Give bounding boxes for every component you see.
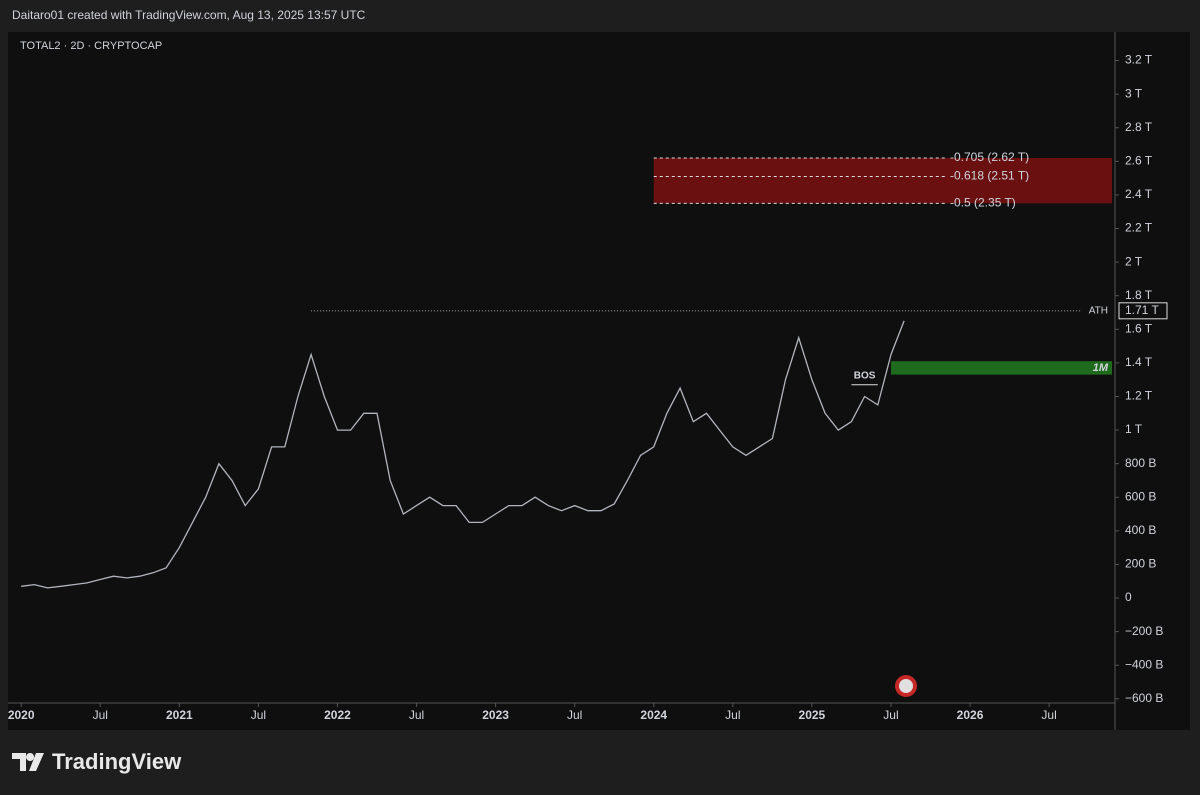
- x-tick-label: Jul: [251, 708, 266, 722]
- logo-icon: [12, 753, 44, 771]
- demand-label: 1M: [1093, 362, 1109, 374]
- ath-price: 1.71 T: [1125, 303, 1159, 317]
- y-tick-label: 800 B: [1125, 456, 1156, 470]
- flag-icon[interactable]: [895, 675, 917, 697]
- ath-label: ATH: [1089, 305, 1108, 316]
- y-tick-label: 2.4 T: [1125, 187, 1153, 201]
- fib-label: -0.5 (2.35 T): [950, 195, 1016, 209]
- x-tick-label: Jul: [725, 708, 740, 722]
- y-tick-label: 1.6 T: [1125, 321, 1153, 335]
- chart-pane: [8, 32, 1190, 730]
- demand-zone: [890, 361, 1112, 375]
- y-tick-label: 1 T: [1125, 422, 1143, 436]
- bos-label: BOS: [854, 370, 876, 381]
- y-tick-label: 1.4 T: [1125, 355, 1153, 369]
- x-tick-label: 2020: [8, 708, 35, 722]
- x-tick-label: 2024: [640, 708, 667, 722]
- y-tick-label: 600 B: [1125, 489, 1156, 503]
- x-tick-label: 2023: [482, 708, 509, 722]
- y-tick-label: −400 B: [1125, 657, 1163, 671]
- fib-zone: [653, 157, 1112, 204]
- y-tick-label: 400 B: [1125, 523, 1156, 537]
- y-tick-label: −200 B: [1125, 624, 1163, 638]
- brand: TradingView: [52, 749, 182, 774]
- y-tick-label: 0: [1125, 590, 1132, 604]
- y-tick-label: 1.2 T: [1125, 389, 1153, 403]
- y-tick-label: 200 B: [1125, 557, 1156, 571]
- x-tick-label: Jul: [93, 708, 108, 722]
- y-tick-label: 2 T: [1125, 254, 1143, 268]
- fib-label: -0.705 (2.62 T): [950, 150, 1029, 164]
- x-tick-label: Jul: [567, 708, 582, 722]
- price-line: [21, 320, 905, 589]
- y-tick-label: 3.2 T: [1125, 53, 1153, 67]
- x-tick-label: Jul: [883, 708, 898, 722]
- y-tick-label: 1.8 T: [1125, 288, 1153, 302]
- x-tick-label: 2025: [799, 708, 826, 722]
- fib-label: -0.618 (2.51 T): [950, 169, 1029, 183]
- x-tick-label: 2026: [957, 708, 984, 722]
- y-tick-label: −600 B: [1125, 691, 1163, 705]
- x-tick-label: 2021: [166, 708, 193, 722]
- y-tick-label: 2.2 T: [1125, 221, 1153, 235]
- y-tick-label: 3 T: [1125, 86, 1143, 100]
- x-tick-label: Jul: [409, 708, 424, 722]
- y-tick-label: 2.6 T: [1125, 154, 1153, 168]
- x-tick-label: 2022: [324, 708, 351, 722]
- ath-tag: [1118, 302, 1168, 320]
- header-text: Daitaro01 created with TradingView.com, …: [12, 8, 366, 22]
- logo: TradingView: [12, 749, 182, 774]
- y-tick-label: 2.8 T: [1125, 120, 1153, 134]
- x-tick-label: Jul: [1041, 708, 1056, 722]
- chart-title: TOTAL2 · 2D · CRYPTOCAP: [20, 40, 162, 52]
- event-icon-inner: [899, 679, 913, 693]
